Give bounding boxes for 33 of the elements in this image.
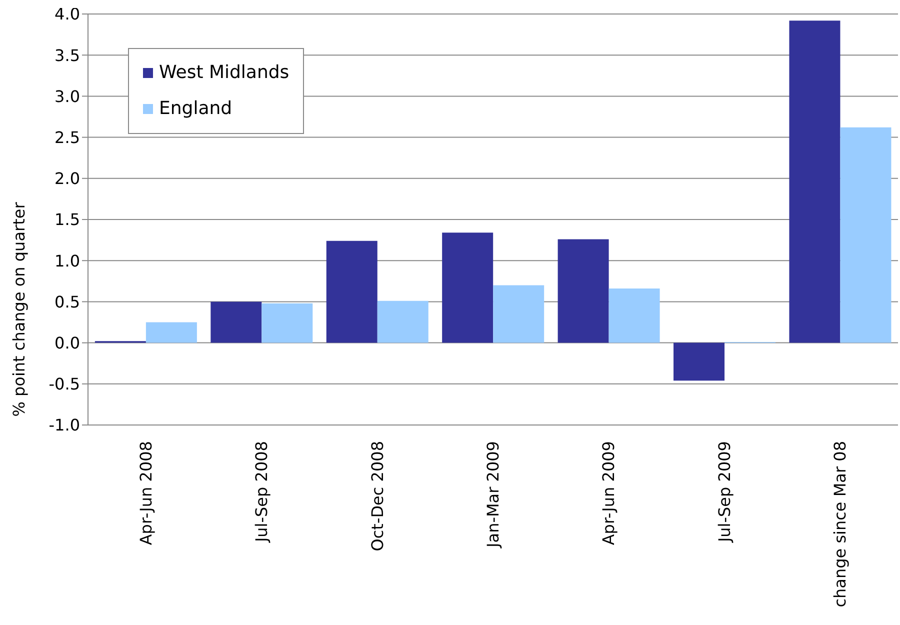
x-tick-label: change since Mar 08 [830,441,850,608]
bar [840,127,892,343]
legend-label: West Midlands [159,61,290,85]
y-tick-label: 3.5 [54,46,80,65]
bar [558,239,609,343]
bar [442,232,494,343]
x-tick-label: Oct-Dec 2008 [368,441,387,552]
y-axis-title: % point change on quarter [10,202,29,417]
y-tick-label: -0.5 [48,374,80,394]
bar [493,285,544,343]
y-tick-label: 1.5 [54,210,80,230]
y-tick-label: 4.0 [54,4,80,24]
y-tick-label: -1.0 [48,416,80,435]
x-tick-label: Jan-Mar 2009 [484,441,502,548]
y-tick-label: 0.5 [54,292,80,312]
bar [262,303,313,343]
x-tick-label: Jul-Sep 2009 [714,441,734,544]
y-tick-label: 0.0 [54,333,80,352]
x-tick-label: Apr-Jun 2009 [599,441,618,546]
y-tick-label: 1.0 [54,251,80,270]
y-tick-label: 2.5 [54,128,80,147]
bar [146,322,197,343]
bar [789,20,840,343]
bar [674,342,725,381]
bar [608,288,660,343]
y-tick-label: 3.0 [54,86,80,106]
x-tick-label: Apr-Jun 2008 [136,441,156,546]
bar [326,240,378,343]
bar [210,302,262,343]
bar [377,300,428,343]
x-tick-label: Jul-Sep 2008 [252,441,272,544]
y-tick-label: 2.0 [54,169,80,188]
legend-label: England [159,97,232,121]
